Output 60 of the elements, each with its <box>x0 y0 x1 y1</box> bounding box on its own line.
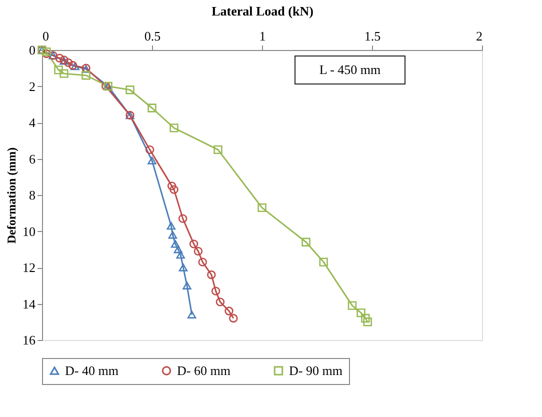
point <box>166 222 176 230</box>
point <box>168 231 178 239</box>
point <box>126 86 134 94</box>
point <box>363 318 372 326</box>
point <box>167 182 176 190</box>
y-tick-label: 14 <box>22 296 36 312</box>
x-tick-label: 1.5 <box>364 28 381 44</box>
y-tick-label: 4 <box>29 115 36 130</box>
point <box>216 298 225 306</box>
point <box>148 156 156 164</box>
y-tick-label: 8 <box>29 188 36 202</box>
y-axis-title: Deformation (mm) <box>4 147 18 244</box>
point <box>68 61 78 70</box>
legend-label: D- 40 mm <box>65 362 118 378</box>
point <box>187 310 196 318</box>
point <box>319 258 328 266</box>
x-tick-label: 0.5 <box>144 28 161 44</box>
x-tick-label: 1 <box>259 28 266 44</box>
point <box>170 185 178 194</box>
x-tick-label: 0 <box>42 28 49 44</box>
point <box>148 104 156 112</box>
point <box>194 246 203 256</box>
point <box>182 282 192 290</box>
point <box>54 66 63 74</box>
y-tick-label: 10 <box>22 224 36 239</box>
point <box>55 54 64 63</box>
legend-label: D- 90 mm <box>289 362 342 378</box>
point <box>178 214 188 223</box>
point <box>348 301 357 310</box>
y-tick-label: 2 <box>29 78 36 94</box>
point <box>229 314 238 323</box>
point <box>174 246 183 254</box>
point <box>60 69 68 78</box>
point <box>224 306 234 316</box>
point <box>178 264 188 272</box>
point <box>64 58 73 68</box>
point <box>361 314 370 323</box>
point <box>302 238 310 246</box>
x-tick-label: 2 <box>476 28 482 44</box>
point <box>356 308 366 318</box>
y-tick-label: 0 <box>29 42 36 58</box>
point <box>176 250 185 259</box>
y-tick-label: 16 <box>22 332 36 348</box>
point <box>258 203 266 212</box>
point <box>198 258 207 266</box>
point <box>170 240 180 248</box>
legend-label: D- 60 mm <box>177 362 230 378</box>
y-tick-label: 12 <box>22 260 36 275</box>
annotation: L - 450 mm <box>319 62 381 77</box>
point <box>82 71 90 80</box>
point <box>101 82 110 91</box>
x-axis-title: Lateral Load (kN) <box>212 4 314 18</box>
point <box>70 62 80 70</box>
point <box>145 145 154 154</box>
y-tick-label: 6 <box>29 151 36 166</box>
point <box>170 124 178 132</box>
point <box>211 286 220 296</box>
point <box>214 145 222 154</box>
point <box>189 240 198 248</box>
point <box>207 270 216 280</box>
